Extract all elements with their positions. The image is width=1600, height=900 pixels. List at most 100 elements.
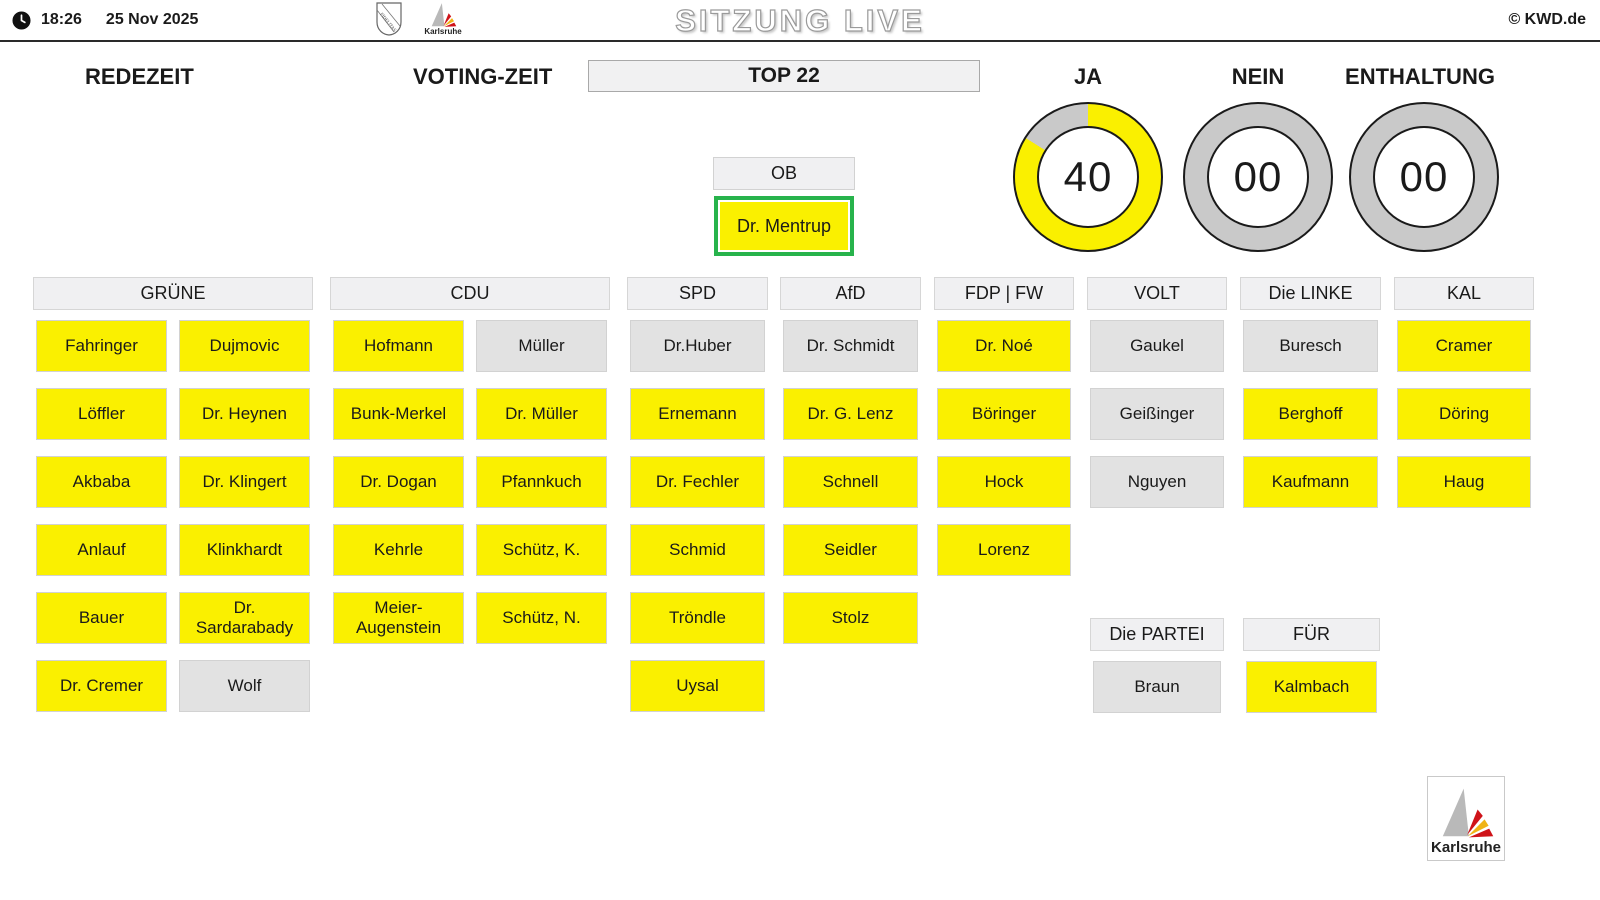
gauge-ja-value: 40 — [1063, 153, 1113, 200]
member-box[interactable]: Böringer — [937, 388, 1071, 440]
member-box[interactable]: Bauer — [36, 592, 167, 644]
member-box[interactable]: Dr. G. Lenz — [783, 388, 918, 440]
member-box[interactable]: Braun — [1093, 661, 1221, 713]
member-name: Schmid — [669, 540, 726, 560]
member-box[interactable]: Buresch — [1243, 320, 1378, 372]
member-box[interactable]: Fahringer — [36, 320, 167, 372]
karlsruhe-logo-large-label: Karlsruhe — [1430, 838, 1502, 856]
member-box[interactable]: Dr. Heynen — [179, 388, 310, 440]
top-bar: 18:26 25 Nov 2025 FIDELITAS Karlsruhe SI… — [0, 0, 1600, 42]
member-box[interactable]: Dujmovic — [179, 320, 310, 372]
gauge-label-ja: JA — [1073, 64, 1103, 89]
top-agenda-box[interactable]: TOP 22 — [588, 60, 980, 92]
party-header: CDU — [330, 277, 610, 310]
member-box[interactable]: Stolz — [783, 592, 918, 644]
member-name: Meier- Augenstein — [355, 598, 442, 637]
member-name: Schütz, K. — [502, 540, 581, 560]
member-box[interactable]: Lorenz — [937, 524, 1071, 576]
member-box[interactable]: Pfannkuch — [476, 456, 607, 508]
party-header: VOLT — [1087, 277, 1227, 310]
member-name: Schnell — [822, 472, 879, 492]
member-box[interactable]: Dr. Dogan — [333, 456, 464, 508]
gauge-nein-value: 00 — [1233, 153, 1283, 200]
member-box[interactable]: Hofmann — [333, 320, 464, 372]
member-name: Dr. Noé — [975, 336, 1033, 356]
member-box[interactable]: Ernemann — [630, 388, 765, 440]
member-box[interactable]: Dr. Fechler — [630, 456, 765, 508]
gauge-label-enthaltung: ENTHALTUNG — [1345, 64, 1495, 89]
member-box[interactable]: Geißinger — [1090, 388, 1224, 440]
member-box[interactable]: Seidler — [783, 524, 918, 576]
member-box[interactable]: Haug — [1397, 456, 1531, 508]
member-box[interactable]: Hock — [937, 456, 1071, 508]
voting-zeit-label: VOTING-ZEIT — [413, 64, 553, 89]
member-box[interactable]: Klinkhardt — [179, 524, 310, 576]
member-box[interactable]: Müller — [476, 320, 607, 372]
party-header: AfD — [780, 277, 921, 310]
member-name: Dr. Müller — [505, 404, 578, 424]
member-box[interactable]: Dr. Müller — [476, 388, 607, 440]
member-box[interactable]: Uysal — [630, 660, 765, 712]
member-box[interactable]: Berghoff — [1243, 388, 1378, 440]
member-name: Ernemann — [658, 404, 737, 424]
member-box[interactable]: Löffler — [36, 388, 167, 440]
party-column-spd: SPD Dr.Huber Ernemann Dr. Fechler Schmid Trö… — [627, 277, 768, 712]
member-box[interactable]: Kaufmann — [1243, 456, 1378, 508]
member-name: Uysal — [676, 676, 719, 696]
member-box[interactable]: Dr.Huber — [630, 320, 765, 372]
party-column-volt: VOLT Gaukel Geißinger Nguyen — [1087, 277, 1227, 508]
member-name: Akbaba — [72, 472, 131, 492]
copyright-label: © KWD.de — [1508, 11, 1586, 28]
party-header: FDP | FW — [934, 277, 1074, 310]
party-header: Die PARTEI — [1090, 618, 1224, 651]
member-box[interactable]: Schütz, N. — [476, 592, 607, 644]
member-box[interactable]: Schütz, K. — [476, 524, 607, 576]
member-name: Anlauf — [77, 540, 126, 560]
member-name: Fahringer — [65, 336, 138, 356]
member-box[interactable]: Dr. Cremer — [36, 660, 167, 712]
ob-member-name: Dr. Mentrup — [736, 215, 832, 236]
member-box[interactable]: Tröndle — [630, 592, 765, 644]
member-box[interactable]: Dr. Schmidt — [783, 320, 918, 372]
member-box[interactable]: Bunk-Merkel — [333, 388, 464, 440]
member-name: Wolf — [227, 676, 262, 696]
member-name: Geißinger — [1119, 404, 1195, 424]
member-box[interactable]: Dr. Noé — [937, 320, 1071, 372]
member-box[interactable]: Döring — [1397, 388, 1531, 440]
member-name: Klinkhardt — [206, 540, 283, 560]
member-name: Dr.Huber — [663, 336, 732, 356]
member-box[interactable]: Meier- Augenstein — [333, 592, 464, 644]
member-box[interactable]: Dr. Sardarabady — [179, 592, 310, 644]
member-box[interactable]: Cramer — [1397, 320, 1531, 372]
karlsruhe-logo-large: Karlsruhe — [1427, 776, 1505, 861]
party-column-cdu: CDU Hofmann Müller Bunk-Merkel Dr. Müller Dr… — [330, 277, 610, 644]
member-name: Stolz — [831, 608, 870, 628]
party-column-die-linke: Die LINKE Buresch Berghoff Kaufmann — [1240, 277, 1381, 508]
member-name: Böringer — [971, 404, 1037, 424]
fidelitas-shield-icon: FIDELITAS — [376, 2, 402, 36]
member-box[interactable]: Kehrle — [333, 524, 464, 576]
ob-member-box[interactable]: Dr. Mentrup — [714, 196, 854, 256]
member-box[interactable]: Gaukel — [1090, 320, 1224, 372]
member-box[interactable]: Schmid — [630, 524, 765, 576]
member-name: Döring — [1438, 404, 1490, 424]
member-name: Lorenz — [978, 540, 1030, 560]
member-box[interactable]: Wolf — [179, 660, 310, 712]
member-name: Kalmbach — [1273, 677, 1350, 697]
member-box[interactable]: Nguyen — [1090, 456, 1224, 508]
member-box[interactable]: Schnell — [783, 456, 918, 508]
gauge-ja: 40 — [1013, 102, 1163, 252]
member-name: Nguyen — [1127, 472, 1187, 492]
member-name: Kaufmann — [1271, 472, 1350, 492]
member-box[interactable]: Kalmbach — [1246, 661, 1377, 713]
gauge-enthaltung: 00 — [1349, 102, 1499, 252]
page-title: SITZUNG LIVE — [675, 2, 925, 38]
party-header: GRÜNE — [33, 277, 313, 310]
gauge-nein: 00 — [1183, 102, 1333, 252]
party-header: Die LINKE — [1240, 277, 1381, 310]
member-box[interactable]: Anlauf — [36, 524, 167, 576]
member-name: Pfannkuch — [501, 472, 582, 492]
member-box[interactable]: Akbaba — [36, 456, 167, 508]
ob-header: OB — [713, 157, 855, 190]
member-box[interactable]: Dr. Klingert — [179, 456, 310, 508]
